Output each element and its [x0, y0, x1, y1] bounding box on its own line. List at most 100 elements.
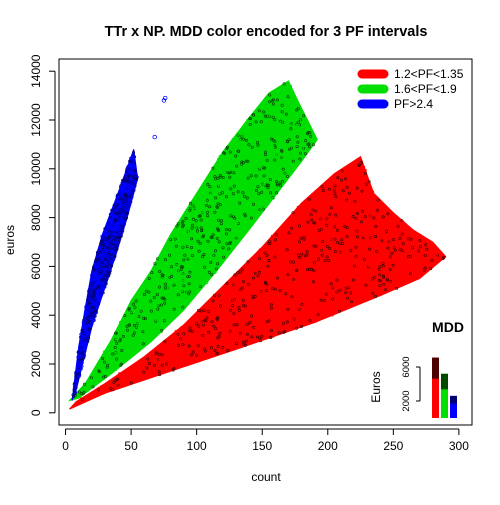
data-point — [382, 282, 386, 286]
data-point — [270, 187, 274, 191]
data-point — [297, 263, 301, 267]
data-point — [87, 329, 91, 333]
data-point — [311, 280, 315, 284]
data-point — [168, 253, 172, 257]
data-point — [375, 198, 379, 202]
data-point — [147, 361, 151, 365]
data-point — [363, 175, 367, 179]
data-point — [272, 173, 276, 177]
data-point — [163, 301, 167, 305]
x-tick-label: 100 — [187, 439, 207, 453]
data-point — [213, 249, 217, 253]
data-point — [282, 330, 286, 334]
data-point — [357, 161, 361, 165]
data-point — [87, 292, 91, 296]
data-point — [72, 385, 76, 389]
data-point — [129, 303, 133, 307]
data-point — [295, 145, 299, 149]
data-point — [241, 298, 245, 302]
data-point — [320, 253, 324, 257]
data-point — [241, 303, 245, 307]
data-point — [385, 284, 389, 288]
data-point — [286, 273, 290, 277]
data-point — [214, 327, 218, 331]
data-point — [186, 266, 190, 270]
data-point — [384, 229, 388, 233]
data-point — [132, 331, 136, 335]
data-point — [113, 236, 117, 240]
data-point — [97, 284, 101, 288]
data-point — [265, 288, 269, 292]
data-point — [331, 182, 335, 186]
data-point — [122, 217, 126, 221]
data-point — [267, 259, 271, 263]
data-point — [120, 348, 124, 352]
data-point — [319, 228, 323, 232]
data-point — [264, 281, 268, 285]
data-point — [205, 198, 209, 202]
data-point — [181, 279, 185, 283]
data-point — [198, 241, 202, 245]
data-point — [307, 145, 311, 149]
data-point — [130, 188, 134, 192]
data-point — [184, 216, 188, 220]
data-point — [155, 304, 159, 308]
data-point — [112, 219, 116, 223]
data-point — [132, 184, 136, 188]
data-point — [216, 214, 220, 218]
data-point — [223, 151, 227, 155]
data-point — [87, 301, 91, 305]
data-point — [212, 324, 216, 328]
data-point — [177, 264, 181, 268]
data-point — [249, 174, 253, 178]
data-point — [196, 239, 200, 243]
data-point — [134, 314, 138, 318]
x-tick-label: 200 — [318, 439, 338, 453]
data-point — [271, 149, 275, 153]
data-point — [236, 190, 240, 194]
data-point — [312, 312, 316, 316]
data-point — [106, 363, 110, 367]
data-point — [288, 260, 292, 264]
data-point — [353, 203, 357, 207]
data-point — [180, 328, 184, 332]
data-point — [124, 186, 128, 190]
data-point — [288, 294, 292, 298]
data-point — [123, 314, 127, 318]
data-point — [288, 157, 292, 161]
data-point — [111, 240, 115, 244]
data-point — [154, 318, 158, 322]
data-point — [209, 242, 213, 246]
data-point — [180, 272, 184, 276]
data-point — [79, 392, 83, 396]
data-point — [220, 309, 224, 313]
data-point — [175, 313, 179, 317]
data-point — [272, 304, 276, 308]
data-point — [103, 267, 107, 271]
data-point — [290, 106, 294, 110]
data-point — [334, 195, 338, 199]
data-point — [188, 255, 192, 259]
data-point — [77, 395, 81, 399]
data-point — [340, 238, 344, 242]
data-point — [115, 202, 119, 206]
data-point — [81, 398, 85, 402]
data-point — [205, 204, 209, 208]
data-point — [330, 260, 334, 264]
data-point — [129, 156, 133, 160]
data-point — [271, 154, 275, 158]
data-point — [297, 224, 301, 228]
data-point — [100, 234, 104, 238]
data-point — [321, 276, 325, 280]
data-point — [354, 235, 358, 239]
data-point — [345, 234, 349, 238]
data-point — [122, 210, 126, 214]
data-point — [129, 200, 133, 204]
data-point — [296, 205, 300, 209]
data-point — [190, 206, 194, 210]
data-point — [308, 318, 312, 322]
data-point — [201, 333, 205, 337]
data-point — [156, 307, 160, 311]
data-point — [158, 257, 162, 261]
